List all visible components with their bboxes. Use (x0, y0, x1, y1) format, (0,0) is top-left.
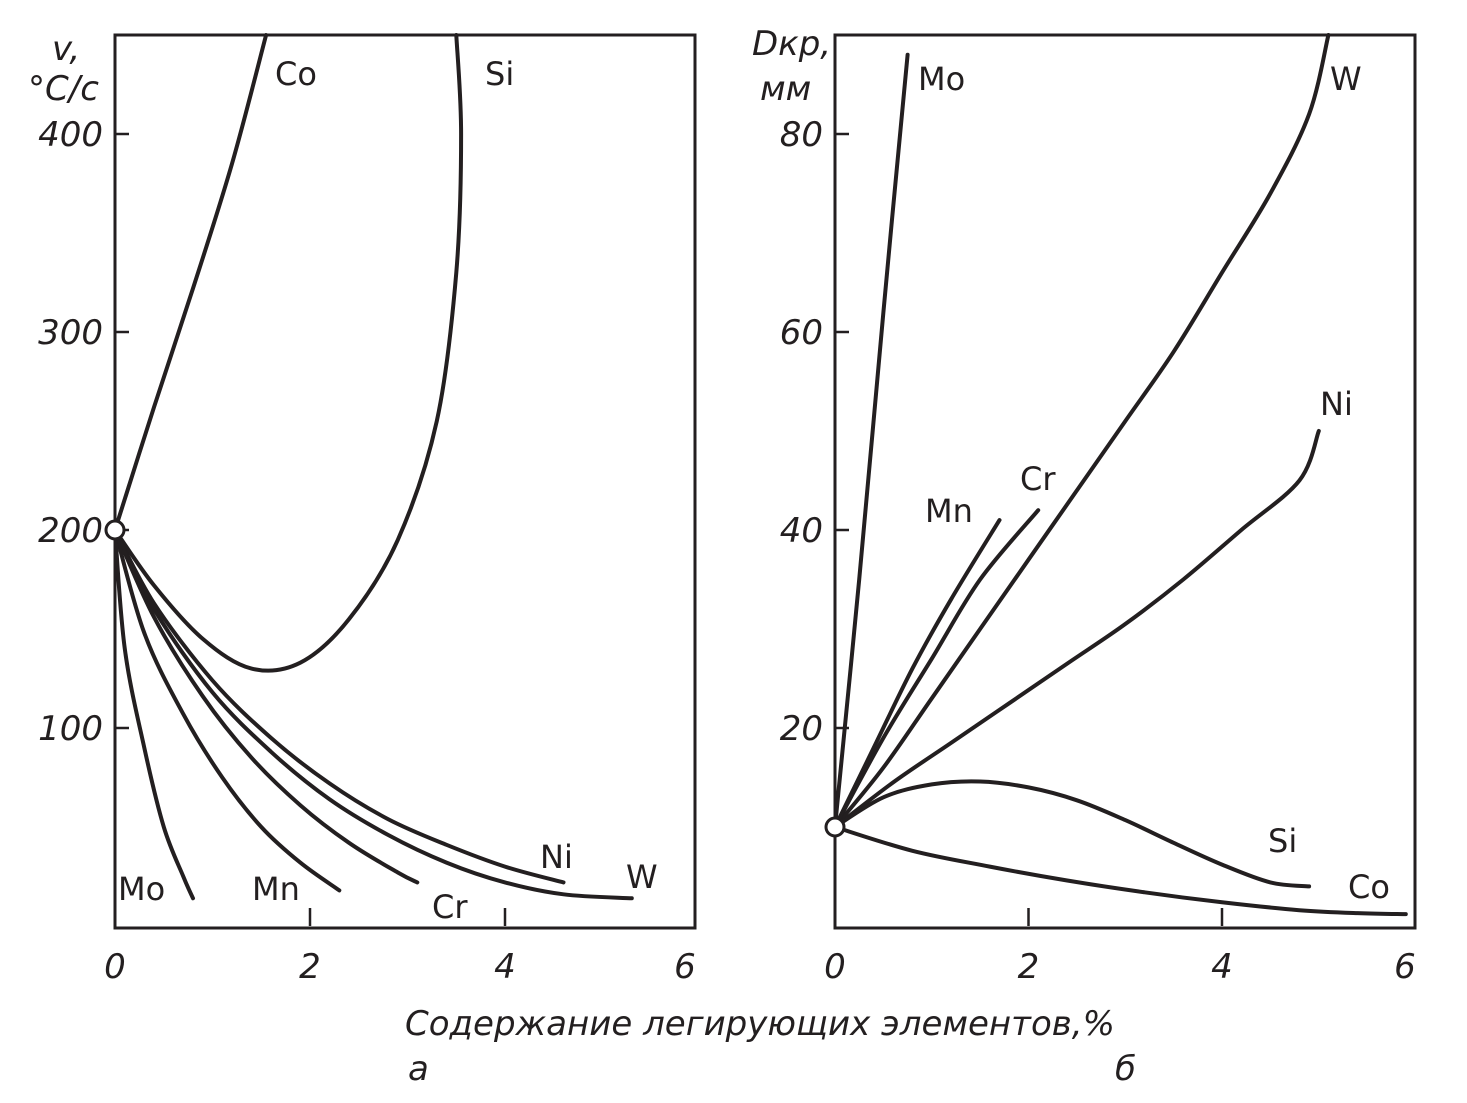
series-label-mn: Mn (252, 870, 300, 908)
x-axis-label: Содержание легирующих элементов,% (405, 1004, 1115, 1044)
y-tick-label: 200 (38, 511, 103, 551)
x-tick-label: 0 (104, 947, 126, 987)
series-label-w: W (626, 858, 658, 896)
series-label-ni: Ni (1320, 385, 1353, 423)
series-label-cr: Cr (432, 888, 468, 926)
series-line-ni (833, 429, 1321, 829)
series-label-w: W (1330, 60, 1362, 98)
y-tick-label: 60 (780, 313, 823, 353)
panel-a-ylabel-line1: v, (52, 29, 80, 69)
series-label-cr: Cr (1020, 460, 1056, 498)
series-line-mo (113, 528, 195, 901)
y-tick-label: 300 (38, 313, 103, 353)
x-tick-label: 0 (824, 947, 846, 987)
origin-point-marker (824, 816, 846, 838)
panel-a-frame (113, 33, 697, 930)
series-line-si (113, 33, 464, 673)
series-line-co (113, 33, 269, 532)
panel-a-letter: а (408, 1049, 429, 1089)
panel-a-ylabel-line2: °C/c (28, 69, 99, 109)
series-label-si: Si (1268, 822, 1297, 860)
x-tick-label: 4 (1211, 947, 1233, 987)
series-line-w (113, 528, 634, 901)
x-tick-label: 4 (494, 947, 516, 987)
panel-b-chart: Dкр, мм 20 40 60 80 0 2 4 6 Mo W Ni Cr Mn Si Co (752, 24, 1417, 987)
series-line-co (833, 825, 1408, 917)
panel-b-frame (833, 33, 1417, 930)
panel-b-ylabel-line2: мм (760, 69, 811, 109)
series-label-co: Co (275, 55, 317, 93)
panel-a-curves (104, 33, 634, 901)
series-label-mo: Mo (118, 870, 165, 908)
y-tick-label: 400 (38, 115, 103, 155)
series-label-si: Si (485, 55, 514, 93)
series-line-mo (833, 52, 910, 829)
panel-a-ticks: 100 200 300 400 0 2 4 6 (38, 115, 696, 987)
series-label-co: Co (1348, 868, 1390, 906)
x-tick-label: 2 (299, 947, 321, 987)
x-tick-label: 6 (1394, 947, 1416, 987)
series-line-ni (113, 528, 566, 885)
panel-b-series-labels: Mo W Ni Cr Mn Si Co (918, 60, 1390, 906)
y-tick-label: 40 (780, 511, 823, 551)
panel-b-letter: б (1115, 1049, 1136, 1089)
y-tick-label: 100 (38, 709, 103, 749)
panel-b-ticks: 20 40 60 80 0 2 4 6 (780, 115, 1416, 987)
y-tick-label: 80 (780, 115, 823, 155)
series-line-w (833, 33, 1331, 829)
x-tick-label: 6 (674, 947, 696, 987)
panel-b-curves (824, 33, 1408, 917)
series-label-ni: Ni (540, 838, 573, 876)
panel-b-ylabel-line1: Dкр, (752, 24, 831, 64)
origin-point-marker (104, 519, 126, 541)
series-label-mn: Mn (925, 492, 973, 530)
series-line-cr (833, 508, 1041, 829)
series-line-si (833, 779, 1312, 889)
series-line-cr (113, 528, 420, 885)
panel-a-series-labels: Co Si Ni W Cr Mn Mo (118, 55, 658, 926)
panel-a-chart: v, °C/c 100 200 300 400 0 2 4 6 Co Si Ni W Cr Mn Mo (28, 29, 697, 987)
series-line-mn (833, 518, 1002, 829)
x-tick-label: 2 (1018, 947, 1040, 987)
series-line-mn (113, 528, 342, 893)
y-tick-label: 20 (780, 709, 823, 749)
series-label-mo: Mo (918, 60, 965, 98)
